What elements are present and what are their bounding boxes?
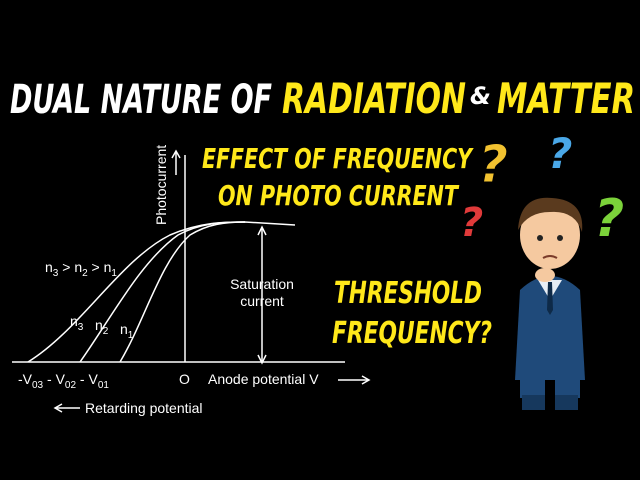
curve	[79, 221, 246, 363]
shape	[515, 276, 585, 380]
label-sub: 3	[53, 268, 59, 279]
origin-label: O	[179, 371, 190, 387]
label-base: n	[45, 259, 53, 275]
arrow-head	[361, 375, 371, 385]
heading: FREQUENCY?	[332, 316, 492, 351]
y-axis-label: Photocurrent	[153, 145, 169, 225]
person	[515, 197, 585, 410]
label-sub: 1	[128, 330, 134, 341]
curve-label: n3	[70, 313, 84, 333]
label-base: - V	[43, 371, 65, 387]
saturation-label: Saturation	[230, 276, 294, 292]
title-part: MATTER	[497, 74, 635, 123]
label-base: n	[120, 321, 128, 337]
heading: THRESHOLD	[334, 276, 482, 311]
shape	[547, 282, 553, 315]
question-mark: ?	[594, 189, 624, 249]
label-sub: 01	[98, 380, 110, 391]
label-sub: 2	[82, 268, 88, 279]
label-base: n	[95, 317, 103, 333]
shape	[535, 268, 555, 282]
heading: EFFECT OF FREQUENCY	[202, 142, 474, 175]
shape	[542, 255, 558, 259]
x-axis-label: Anode potential V	[208, 371, 319, 387]
saturation-label: current	[240, 293, 284, 309]
label-sub: 2	[103, 326, 109, 337]
arrow-head	[171, 149, 181, 159]
shape	[518, 197, 583, 232]
shape	[520, 378, 545, 398]
question-mark: ?	[460, 200, 483, 246]
retarding-label: Retarding potential	[85, 400, 203, 416]
question-mark: ?	[478, 135, 508, 195]
label-sub: 03	[32, 380, 44, 391]
stopping-label: -V03 - V02 - V01	[18, 371, 109, 391]
order-label: n3 > n2 > n1	[45, 259, 117, 279]
shape	[555, 378, 580, 398]
shape	[555, 395, 578, 410]
title-part: &	[470, 82, 491, 110]
label-base: > n	[58, 259, 82, 275]
label-base: n	[70, 313, 78, 329]
arrow-head	[257, 225, 267, 236]
shape	[537, 235, 543, 241]
label-base: - V	[76, 371, 98, 387]
question-mark: ?	[548, 129, 572, 178]
curve-label: n2	[95, 317, 109, 337]
shape	[522, 395, 545, 410]
label-sub: 1	[111, 268, 117, 279]
shape	[520, 201, 580, 269]
curve	[119, 221, 246, 363]
title-part: RADIATION	[282, 74, 466, 123]
label-base: > n	[88, 259, 112, 275]
shape	[557, 235, 563, 241]
title-part: DUAL NATURE OF	[10, 77, 272, 123]
label-base: -V	[18, 371, 33, 387]
heading: ON PHOTO CURRENT	[218, 179, 459, 212]
curve-label: n1	[120, 321, 134, 341]
label-sub: 02	[65, 380, 77, 391]
label-sub: 3	[78, 322, 84, 333]
arrow-head	[257, 354, 267, 365]
arrow-head	[53, 403, 63, 413]
diagram-lines	[12, 149, 371, 413]
